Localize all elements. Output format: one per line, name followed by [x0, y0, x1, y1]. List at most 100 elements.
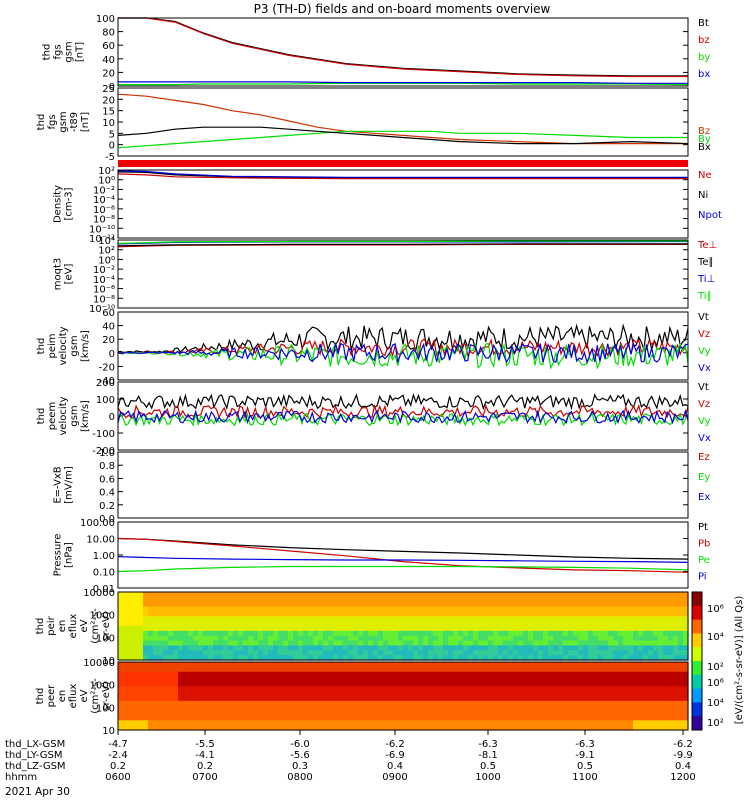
y-tick-label: 0.4: [99, 488, 115, 499]
xaxis-tick-label: 0.5: [577, 761, 593, 772]
panel-8: Pressure [nPa] 100.00 10.00 1.00 0.10 0.01 Pt Pb…: [53, 518, 711, 595]
y-tick-label: 60: [102, 308, 115, 319]
xaxis-tick-label: -6.3: [478, 739, 498, 750]
legend-Ni: Ni: [698, 190, 708, 201]
panel-3: Density [cm-3] 10²10⁰10⁻²10⁻⁴10⁻⁶10⁻⁸10⁻¹⁰…: [53, 166, 722, 245]
panel-ylabel: peem: [47, 402, 58, 430]
y-tick-label: 10000: [83, 658, 115, 669]
xaxis-tick-label: -4.7: [108, 739, 128, 750]
y-tick-label: 0.10: [93, 568, 115, 579]
panel-ylabel: gsm: [64, 41, 75, 62]
colorbar-tick: 10²: [707, 662, 724, 673]
legend-Te∥: Te∥: [697, 257, 714, 268]
y-tick-label: 10⁴: [98, 236, 115, 247]
panel-ylabel: peir: [46, 615, 57, 635]
colorbar-tick: 10⁴: [707, 698, 724, 709]
y-tick-label: 10²: [98, 246, 115, 257]
series-Pt: [117, 537, 689, 560]
y-tick-label: 20: [102, 335, 115, 346]
panel-ylabel: velocity: [58, 396, 69, 435]
panel-ylabel: (cm²-s-: [90, 678, 101, 714]
y-tick-label: 10⁻²: [93, 185, 115, 196]
panel-ylabel: [eV]: [64, 264, 75, 285]
y-tick-label: -40: [99, 376, 115, 387]
legend-Vy: Vy: [698, 346, 711, 357]
panel-ylabel: fgs: [47, 114, 58, 129]
xaxis-tick-label: -5.6: [290, 750, 310, 761]
panel-ylabel: fgs: [53, 44, 64, 59]
panel-10: thd peer en eflux eV (cm²-s-sr-eV) 10000 1000 10…: [35, 658, 689, 737]
xaxis-tick-label: -6.0: [290, 739, 310, 750]
series-Te∥: [117, 243, 688, 247]
y-tick-label: 10000: [83, 588, 115, 599]
plot-title: P3 (TH-D) fields and on-board moments ov…: [254, 2, 551, 16]
xaxis-tick-label: -6.2: [673, 739, 693, 750]
y-tick-label: -100: [92, 429, 115, 440]
y-tick-label: 10⁰: [98, 255, 115, 266]
y-tick-label: 0: [109, 141, 115, 152]
panel-frame: [117, 661, 689, 731]
panel-ylabel: [nT]: [75, 42, 86, 62]
legend-bx: bx: [698, 69, 710, 80]
series-Vx: [117, 341, 689, 364]
legend-Vy: Vy: [698, 416, 711, 427]
xaxis-row-label: thd_LZ-GSM: [5, 761, 66, 772]
xaxis-tick-label: 0800: [287, 772, 312, 783]
xaxis-tick-label: 0.2: [110, 761, 126, 772]
xaxis-tick-label: 0.4: [387, 761, 403, 772]
series-Vz: [117, 337, 689, 358]
y-tick-label: 10: [102, 726, 115, 737]
panel-ylabel: eflux: [68, 684, 79, 709]
y-tick-label: 20: [102, 95, 115, 106]
xaxis-tick-label: -6.2: [385, 739, 405, 750]
panel-frame: [117, 87, 689, 157]
panel-ylabel: (cm²-s-: [90, 608, 101, 644]
legend-Bx: Bx: [698, 142, 711, 153]
series-by: [118, 82, 689, 86]
legend-bz: bz: [698, 35, 710, 46]
panel-frame: [117, 521, 689, 589]
panel-1: thd fgs gsm [nT] 100 80 60 40 20 0 Bt bz by bx: [42, 14, 711, 93]
date-label: 2021 Apr 30: [5, 786, 70, 798]
y-tick-label: 5: [109, 129, 115, 140]
y-tick-label: 10⁻⁶: [93, 205, 115, 216]
y-tick-label: -20: [99, 362, 115, 373]
panel-ylabel: sr-eV): [101, 681, 112, 710]
legend-Te⊥: Te⊥: [697, 240, 717, 251]
series-By: [117, 130, 688, 149]
xaxis-tick-label: 0700: [192, 772, 217, 783]
legend-Ez: Ez: [698, 452, 710, 463]
xaxis-tick-label: 1000: [475, 772, 500, 783]
series-Vz: [117, 403, 689, 420]
y-tick-label: 10.00: [86, 535, 115, 546]
y-tick-label: 100: [96, 14, 115, 25]
legend-Pi: Pi: [698, 572, 707, 583]
panel-ylabel: [nT]: [80, 112, 91, 132]
legend-By: By: [698, 134, 711, 145]
panel-ylabel: thd: [35, 618, 46, 635]
colorbar-tick: 10²: [707, 718, 724, 729]
y-tick-label: 0.2: [99, 501, 115, 512]
series-Ti∥: [117, 240, 688, 244]
panel-frame: [117, 239, 689, 309]
series-Npot: [117, 170, 688, 178]
y-tick-label: 10⁰: [98, 176, 115, 187]
panel-frame: [117, 169, 689, 239]
panel-ylabel: velocity: [58, 326, 69, 365]
y-tick-label: 100: [96, 633, 115, 644]
xaxis-tick-label: 0600: [105, 772, 130, 783]
xaxis-tick-label: 1100: [572, 772, 597, 783]
legend-Pb: Pb: [698, 539, 710, 550]
y-tick-label: 10⁻¹⁰: [89, 304, 115, 315]
y-tick-label: 0.6: [99, 474, 115, 485]
legend-by: by: [698, 52, 710, 63]
legend-Vz: Vz: [698, 399, 710, 410]
legend-Pt: Pt: [698, 522, 708, 533]
panel-ylabel: moqt3: [53, 258, 64, 291]
series-Vt: [117, 392, 689, 411]
panel-frame: [117, 311, 689, 381]
panel-ylabel: thd: [36, 408, 47, 425]
legend-Ey: Ey: [698, 472, 710, 483]
